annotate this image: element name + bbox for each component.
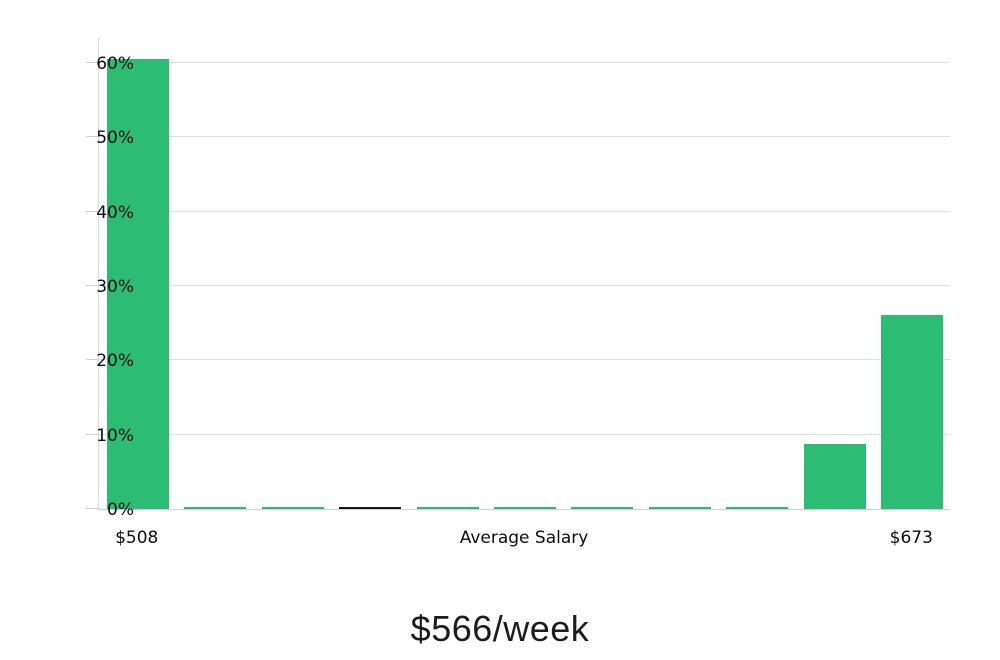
- y-axis-tick: [86, 285, 99, 287]
- y-axis-tick-label: 40%: [96, 202, 134, 223]
- gridline: [99, 210, 950, 212]
- bar: [648, 506, 711, 509]
- y-axis-tick: [86, 508, 99, 509]
- bar-average-highlight: [339, 506, 402, 509]
- y-axis-tick-label: 30%: [96, 277, 134, 298]
- x-tick-label-min: $508: [115, 528, 159, 548]
- y-axis-tick: [86, 359, 99, 361]
- y-axis-tick-label: 60%: [96, 54, 134, 75]
- gridline: [99, 285, 950, 287]
- bar: [416, 506, 479, 509]
- bar: [726, 506, 789, 509]
- x-tick-label-max: $673: [889, 528, 933, 548]
- bar: [261, 506, 324, 509]
- plot-area: [86, 38, 950, 510]
- bar: [571, 506, 634, 509]
- y-axis-tick-label: 20%: [96, 351, 134, 372]
- chart-title: $566/week: [410, 608, 590, 649]
- y-axis-tick: [86, 62, 99, 64]
- y-axis-tick: [86, 433, 99, 435]
- bar: [881, 315, 944, 509]
- bar: [494, 506, 556, 509]
- gridline: [99, 433, 950, 435]
- y-axis-tick: [86, 210, 99, 212]
- y-axis-tick-label: 50%: [96, 128, 134, 149]
- bar: [803, 444, 866, 509]
- y-axis-tick-label: 10%: [96, 425, 134, 446]
- bar: [184, 506, 247, 509]
- gridline: [99, 359, 950, 361]
- y-axis-tick-label: 0%: [107, 500, 134, 520]
- gridline: [99, 62, 950, 64]
- gridline: [99, 136, 950, 138]
- bar: [106, 59, 169, 509]
- y-axis-tick: [86, 136, 99, 138]
- x-axis-title: Average Salary: [459, 528, 589, 548]
